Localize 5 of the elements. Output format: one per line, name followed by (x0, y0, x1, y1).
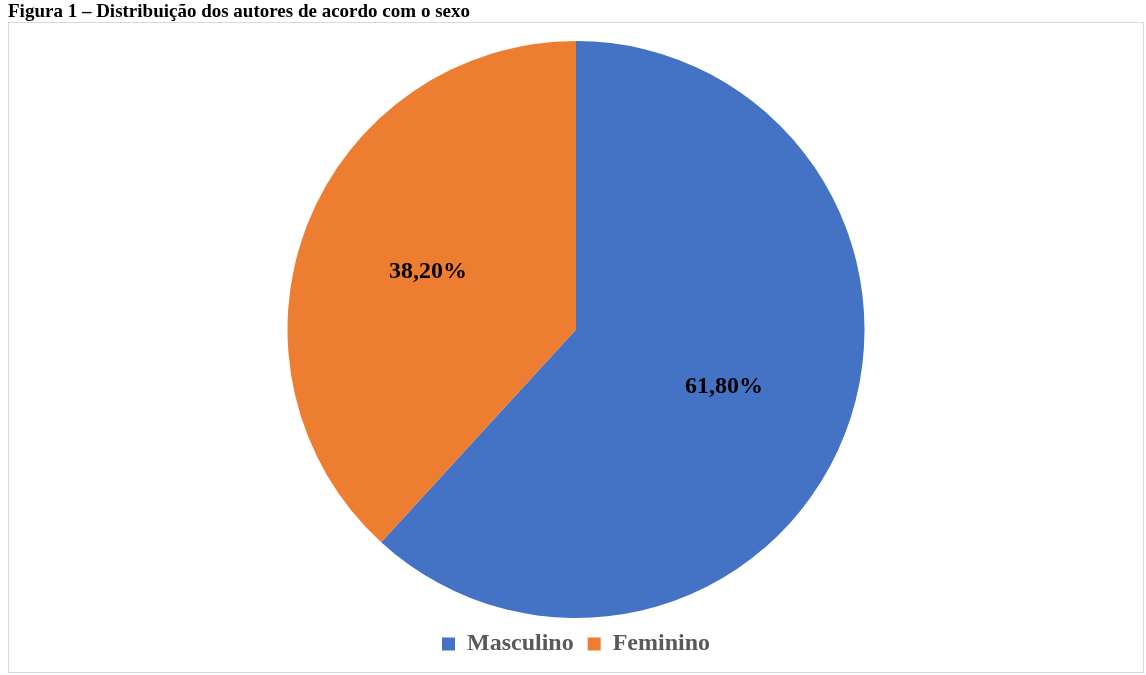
data-label: 38,20% (389, 257, 468, 284)
legend-label: Feminino (612, 629, 711, 656)
chart-title: Figura 1 – Distribuição dos autores de acordo com o sexo (8, 0, 470, 22)
legend-label: Masculino (466, 629, 574, 656)
data-label: 61,80% (684, 372, 763, 399)
